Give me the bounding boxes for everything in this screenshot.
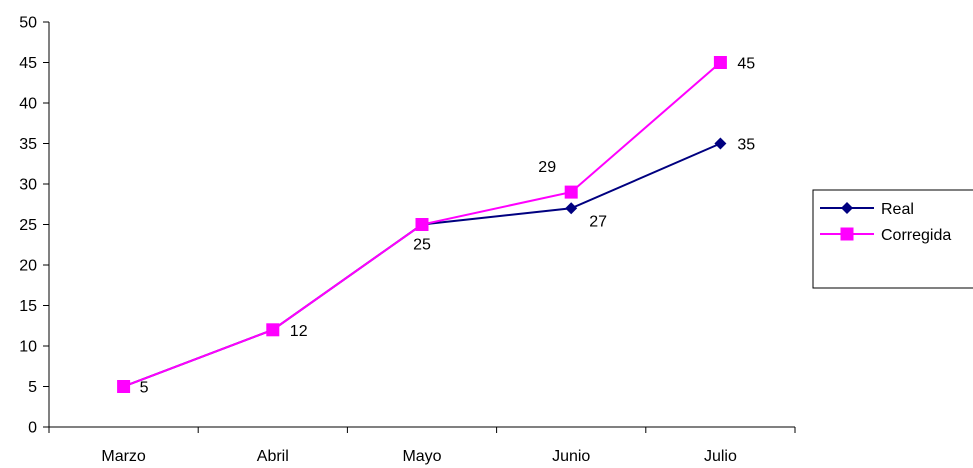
data-label: 29 xyxy=(538,159,556,176)
y-tick-label: 5 xyxy=(28,379,37,396)
legend-label: Real xyxy=(881,201,914,218)
y-tick-label: 15 xyxy=(19,298,37,315)
y-tick-label: 50 xyxy=(19,15,37,32)
y-tick-label: 25 xyxy=(19,217,37,234)
y-axis-tick-labels: 0 5 10 15 20 25 30 35 40 45 50 xyxy=(19,15,37,437)
data-label: 25 xyxy=(413,237,431,254)
legend-marker xyxy=(841,202,853,214)
y-tick-label: 45 xyxy=(19,55,37,72)
y-tick-label: 20 xyxy=(19,258,37,275)
x-axis-tick-labels: Marzo Abril Mayo Junio Julio xyxy=(101,448,737,465)
x-tick-label: Mayo xyxy=(402,448,441,465)
data-point xyxy=(117,380,131,393)
series-lines xyxy=(117,56,727,393)
data-label: 27 xyxy=(589,213,607,230)
data-point xyxy=(714,137,727,150)
y-tick-label: 10 xyxy=(19,339,37,356)
data-labels: 27 35 5 12 25 29 45 xyxy=(140,56,756,397)
data-label: 5 xyxy=(140,380,149,397)
data-label: 12 xyxy=(290,323,308,340)
series-corregida xyxy=(117,56,727,393)
data-point xyxy=(564,185,578,199)
x-tick-label: Marzo xyxy=(101,448,146,465)
series-line xyxy=(123,142,721,388)
x-tick-label: Julio xyxy=(704,448,737,465)
legend-box xyxy=(812,189,973,289)
y-tick-label: 30 xyxy=(19,177,37,194)
data-point xyxy=(415,218,429,231)
x-tick-label: Abril xyxy=(257,448,289,465)
x-tick-label: Junio xyxy=(552,448,590,465)
data-label: 35 xyxy=(737,137,755,154)
y-tick-label: 40 xyxy=(19,96,37,113)
data-point xyxy=(713,56,727,69)
y-tick-label: 0 xyxy=(28,420,37,437)
chart-axes xyxy=(43,21,796,433)
legend-label: Corregida xyxy=(881,227,951,244)
legend-item-corregida: Corregida xyxy=(820,227,951,244)
legend-item-real: Real xyxy=(820,201,914,218)
data-label: 45 xyxy=(737,56,755,73)
y-tick-label: 35 xyxy=(19,136,37,153)
data-point xyxy=(565,202,578,215)
legend-marker xyxy=(840,227,854,241)
data-point xyxy=(266,323,280,337)
legend: Real Corregida xyxy=(812,189,973,289)
